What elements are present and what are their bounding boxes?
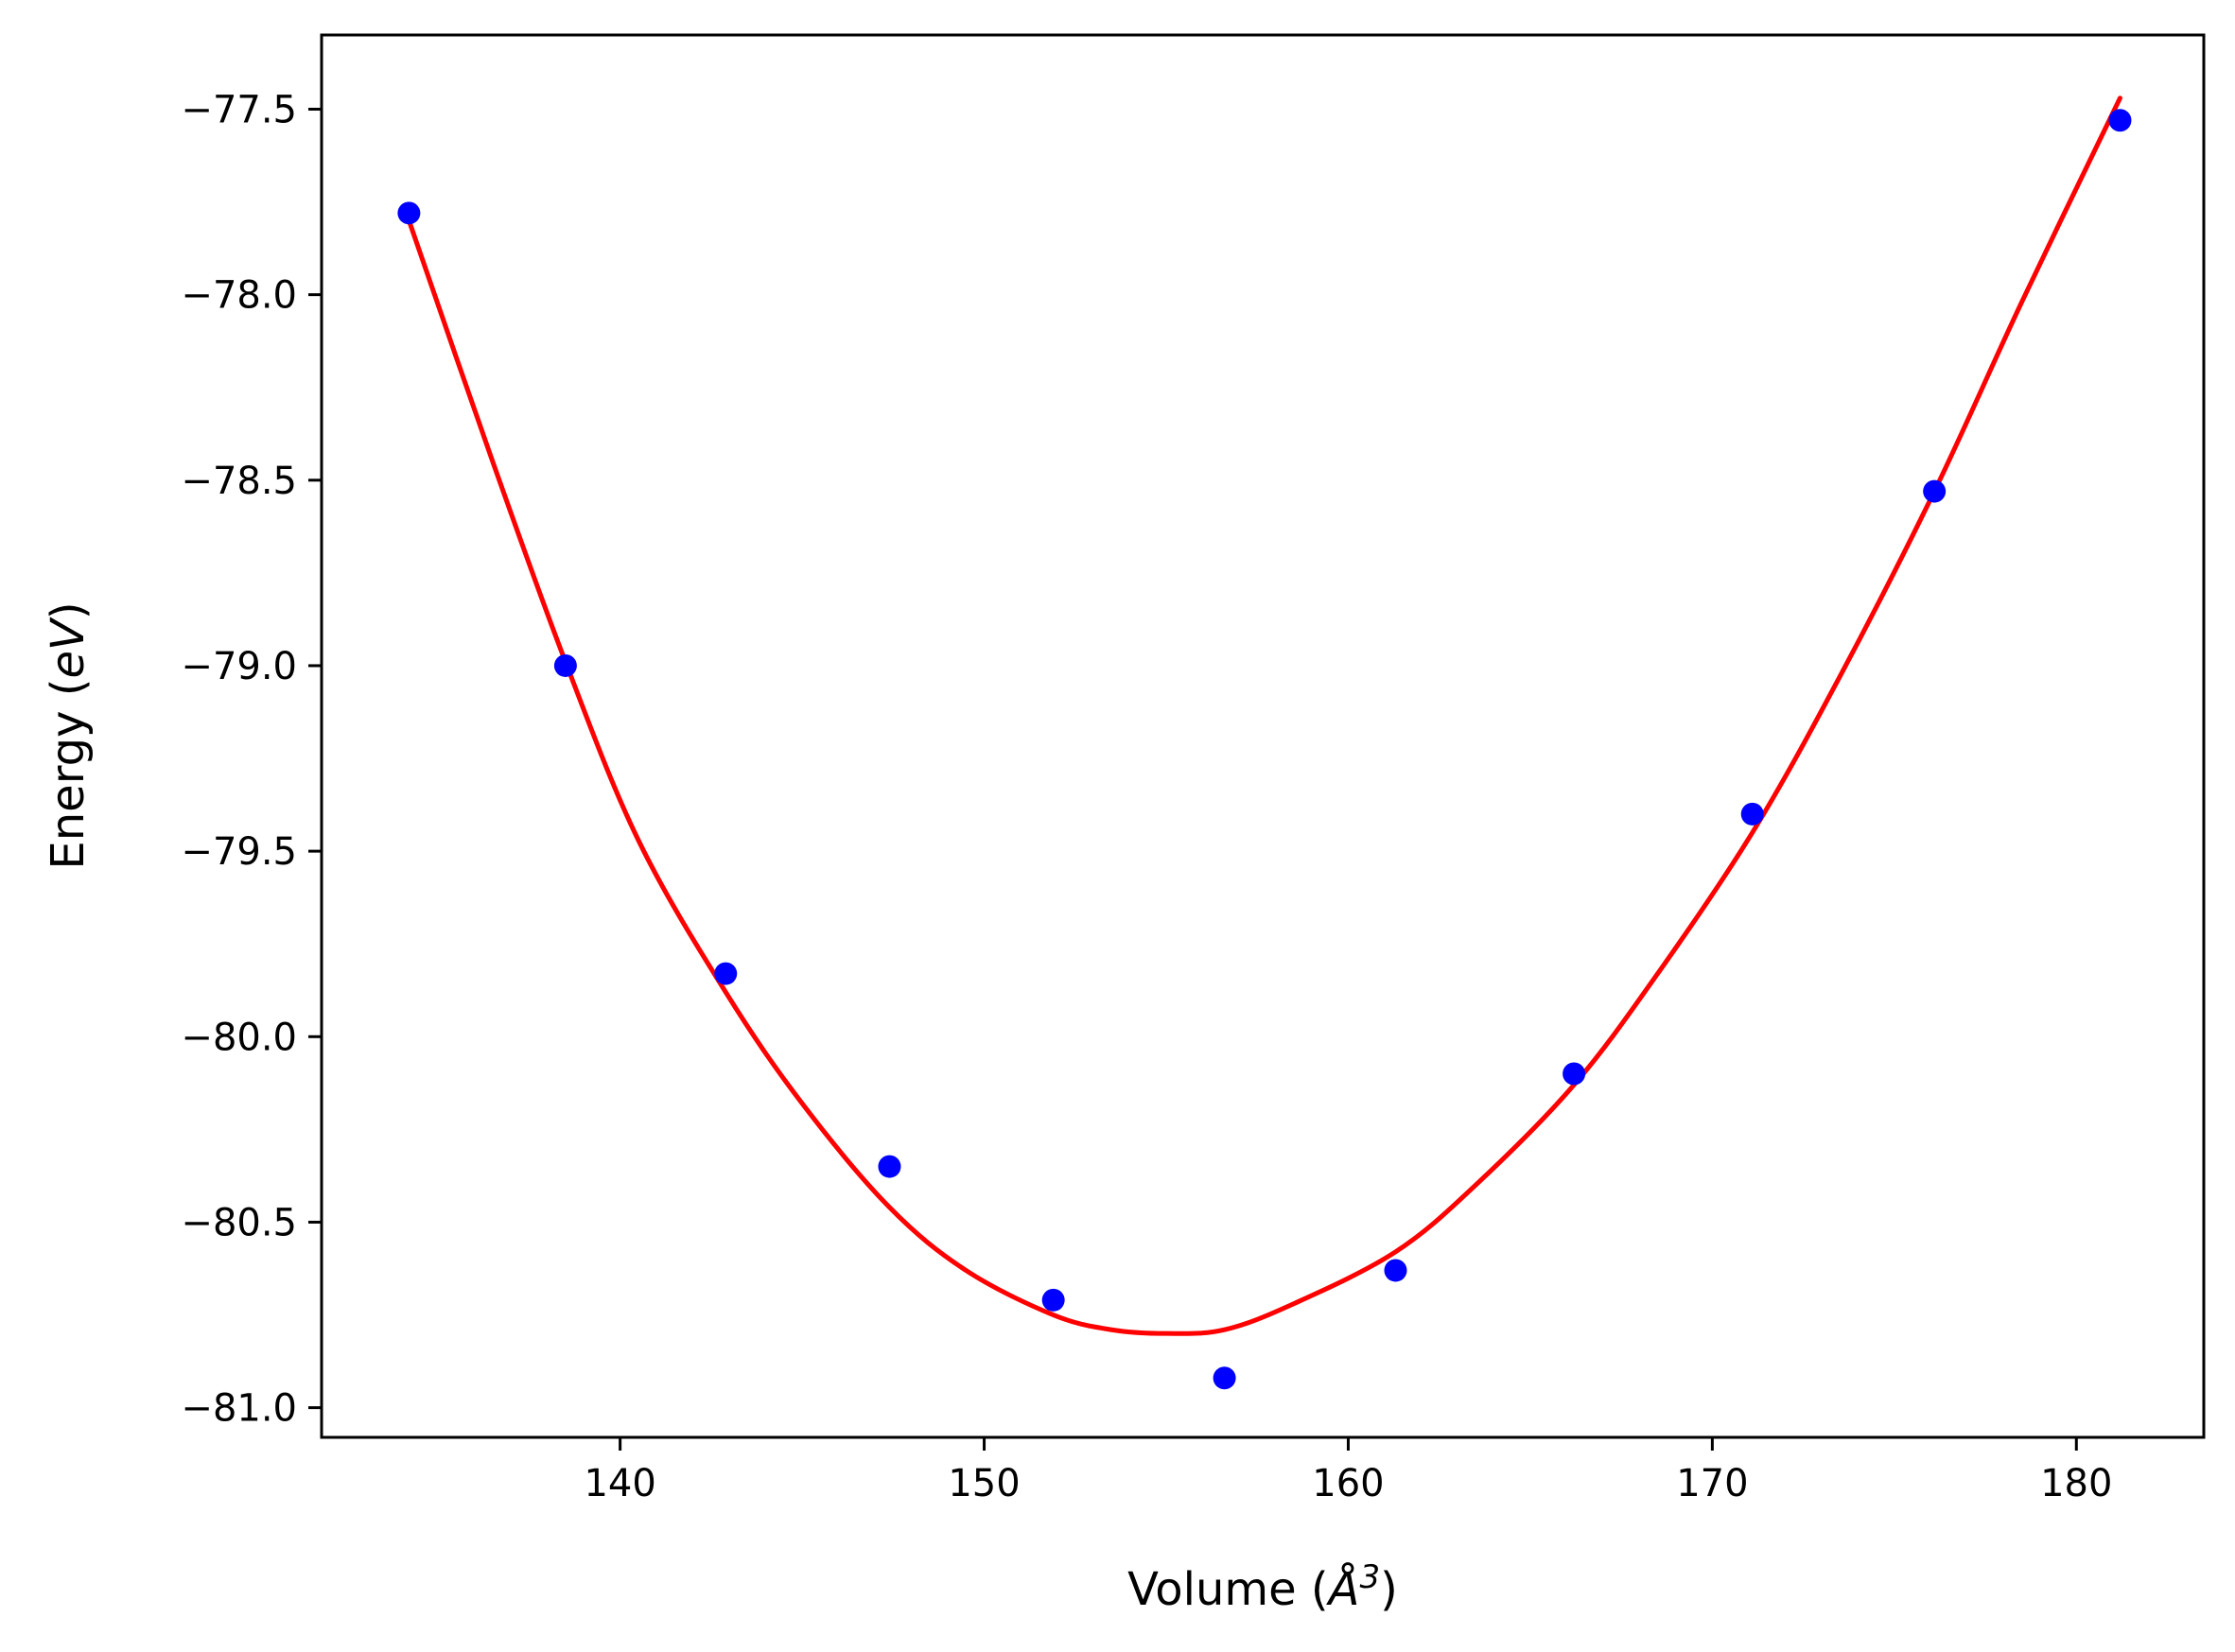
x-axis-label: Volume (Å3)	[1127, 1558, 1398, 1616]
data-point	[397, 201, 421, 225]
y-axis-ticks: −77.5 −78.0 −78.5 −79.0 −79.5 −80.0 −80.5 −81.0	[181, 88, 322, 1431]
x-tick-label: 160	[1312, 1462, 1384, 1505]
data-point	[1041, 1288, 1065, 1312]
x-tick-label: 180	[2040, 1462, 2112, 1505]
data-point	[1563, 1062, 1586, 1086]
data-point	[1213, 1366, 1236, 1390]
x-tick-label: 150	[948, 1462, 1020, 1505]
y-axis-label: Energy (eV)	[42, 601, 95, 869]
plot-area-frame	[320, 33, 2206, 1439]
x-axis-ticks: 140 150 160 170 180	[584, 1437, 2112, 1505]
y-tick-label: −77.5	[181, 88, 297, 131]
data-points-layer	[397, 109, 2132, 1390]
data-point	[1923, 479, 1947, 503]
data-point	[553, 653, 577, 677]
data-point	[1384, 1259, 1407, 1282]
y-tick-label: −78.5	[181, 460, 297, 503]
x-tick-label: 170	[1676, 1462, 1748, 1505]
y-tick-label: −81.0	[181, 1387, 297, 1431]
y-tick-label: −80.0	[181, 1016, 297, 1059]
y-tick-label: −79.5	[181, 830, 297, 874]
x-tick-label: 140	[584, 1462, 655, 1505]
y-tick-label: −78.0	[181, 274, 297, 318]
y-tick-label: −79.0	[181, 645, 297, 688]
data-point	[714, 962, 738, 985]
y-tick-label: −80.5	[181, 1201, 297, 1244]
fit-curve-layer	[406, 96, 2122, 1336]
data-point	[1740, 802, 1764, 826]
fit-curve	[406, 96, 2122, 1336]
data-point	[2108, 109, 2132, 132]
data-point	[878, 1155, 901, 1178]
